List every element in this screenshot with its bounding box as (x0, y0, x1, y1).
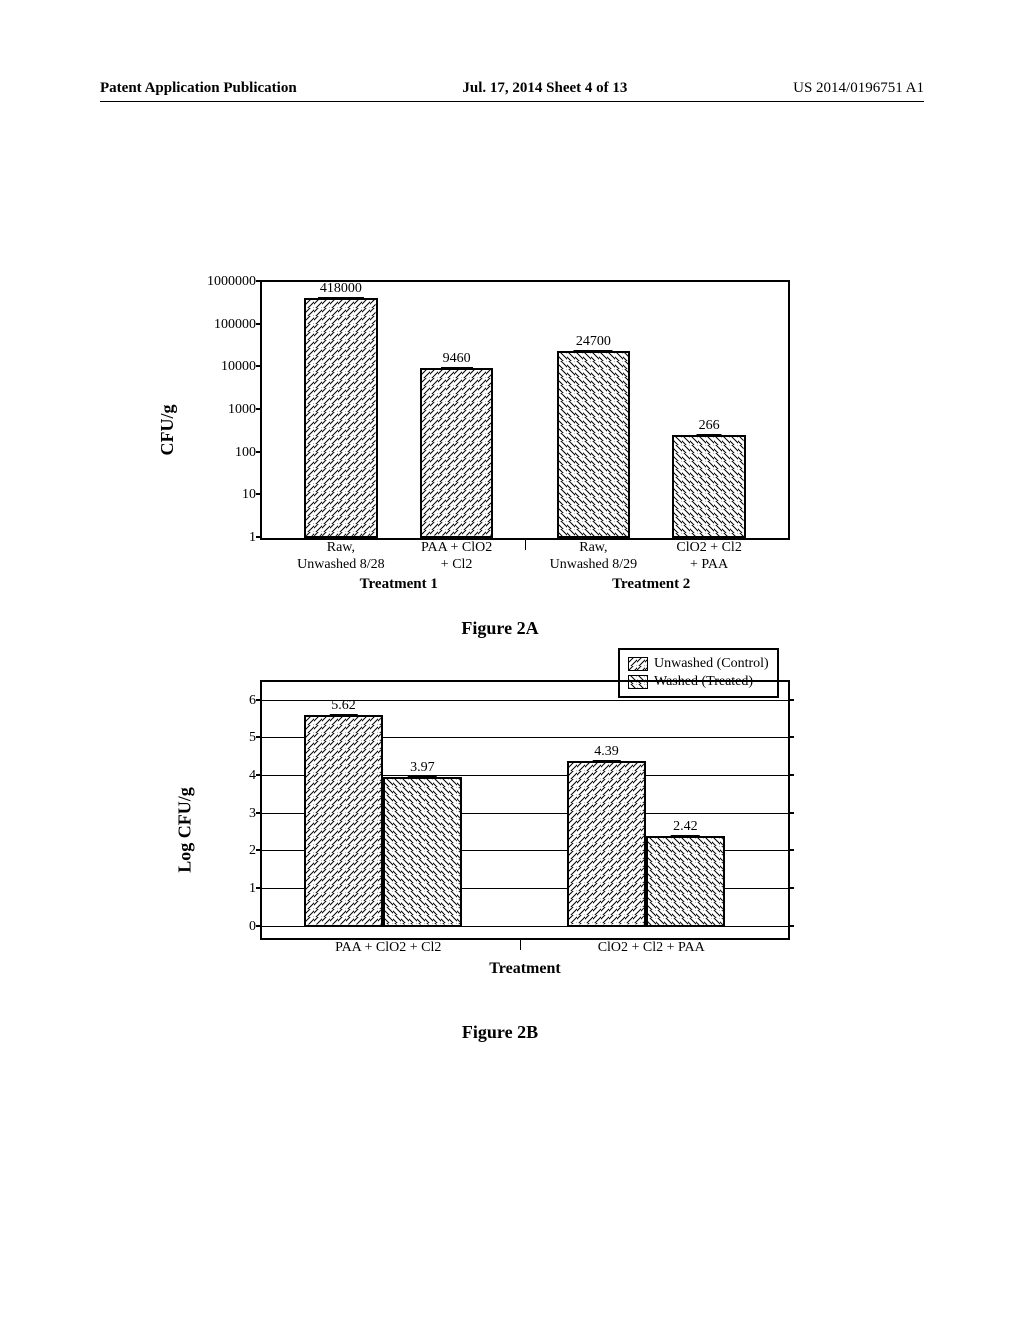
chartB-ytick-mark-right (788, 699, 794, 701)
chartB-bar: 4.39 (567, 761, 646, 926)
chartB-ylabel: Log CFU/g (174, 787, 195, 873)
chartA-group-label: Treatment 1 (283, 576, 514, 593)
chartB-ytick-label: 5 (249, 730, 256, 746)
chartB-bar: 2.42 (646, 836, 725, 927)
chartB-xcat: ClO2 + Cl2 + PAA (546, 938, 756, 957)
chartB-ytick-mark-right (788, 812, 794, 814)
chartA-ytick-mark (256, 451, 262, 453)
chartB-ytick-label: 4 (249, 768, 256, 784)
chartB-ytick-mark (256, 736, 262, 738)
chartB-bar-value: 5.62 (329, 698, 358, 715)
figure-2b: Log CFU/g 01234565.623.974.392.42PAA + C… (210, 680, 790, 980)
chartA-bar-value: 266 (697, 418, 722, 435)
chartB-bar-value: 4.39 (592, 744, 621, 761)
chartA-ytick-mark (256, 536, 262, 538)
chartA-ytick-label: 1000 (228, 402, 256, 418)
chartA-bar-value: 9460 (441, 351, 473, 368)
chartB-bar-value: 3.97 (408, 760, 437, 777)
header-right: US 2014/0196751 A1 (793, 80, 924, 97)
chartA-bar: 9460 (420, 368, 494, 538)
chartB-group-sep (520, 938, 521, 950)
legend-swatch (628, 657, 648, 671)
chartA-plot: 1101001000100001000001000000418000Raw,Un… (260, 280, 790, 540)
chartB-ytick-label: 6 (249, 693, 256, 709)
chartB-bar: 3.97 (383, 777, 462, 926)
chartA-bar: 266 (672, 435, 746, 538)
chartB-plot: 01234565.623.974.392.42PAA + ClO2 + Cl2C… (260, 680, 790, 940)
chartA-ytick-mark (256, 493, 262, 495)
chartB-ytick-mark (256, 812, 262, 814)
chartA-ytick-mark (256, 408, 262, 410)
chartA-bar: 418000 (304, 298, 378, 538)
chartA-xcat: Raw,Unwashed 8/28 (283, 538, 399, 574)
chartA-xcat: ClO2 + Cl2+ PAA (651, 538, 767, 574)
legend-label: Unwashed (Control) (654, 656, 769, 672)
chartA-ytick-label: 100 (235, 445, 256, 461)
chartA-ytick-mark (256, 280, 262, 282)
chartA-group-label: Treatment 2 (536, 576, 767, 593)
header-left: Patent Application Publication (100, 80, 297, 97)
chartB-ytick-label: 2 (249, 843, 256, 859)
chartA-ytick-label: 1000000 (207, 274, 256, 290)
page-header: Patent Application Publication Jul. 17, … (100, 80, 924, 102)
header-mid: Jul. 17, 2014 Sheet 4 of 13 (462, 80, 627, 97)
chartB-xcat: PAA + ClO2 + Cl2 (283, 938, 493, 957)
chartB-ytick-mark (256, 887, 262, 889)
chartB-ytick-mark (256, 925, 262, 927)
chartA-bar: 24700 (557, 351, 631, 538)
chartA-ylabel: CFU/g (157, 405, 178, 456)
chartB-ytick-mark-right (788, 774, 794, 776)
chartB-ytick-label: 1 (249, 881, 256, 897)
chartB-bar-value: 2.42 (671, 819, 700, 836)
chartB-ytick-mark-right (788, 849, 794, 851)
chartB-ytick-mark-right (788, 887, 794, 889)
chartA-ytick-mark (256, 365, 262, 367)
chartB-ytick-mark-right (788, 925, 794, 927)
chartA-xcat: Raw,Unwashed 8/29 (536, 538, 652, 574)
chartA-ytick-label: 10000 (221, 359, 256, 375)
chartA-group-sep (525, 538, 526, 550)
chartB-ytick-mark-right (788, 736, 794, 738)
chartA-xcat: PAA + ClO2+ Cl2 (399, 538, 515, 574)
chartA-bar-value: 418000 (318, 281, 364, 298)
chartB-ytick-mark (256, 774, 262, 776)
chartA-ytick-mark (256, 323, 262, 325)
chartA-ytick-label: 10 (242, 487, 256, 503)
page: Patent Application Publication Jul. 17, … (0, 0, 1024, 1320)
chartA-ytick-label: 1 (249, 530, 256, 546)
chartB-ytick-mark (256, 849, 262, 851)
chartB-xaxis-label: Treatment (262, 960, 788, 978)
chartA-bar-value: 24700 (574, 334, 613, 351)
chartB-bar: 5.62 (304, 715, 383, 927)
legend-row: Unwashed (Control) (628, 656, 769, 672)
figure-2b-caption: Figure 2B (210, 1022, 790, 1043)
chartA-ytick-label: 100000 (214, 317, 256, 333)
chartB-ytick-mark (256, 699, 262, 701)
figure-2a: CFU/g 1101001000100001000001000000418000… (210, 280, 790, 580)
chartB-ytick-label: 3 (249, 806, 256, 822)
figure-2a-caption: Figure 2A (210, 618, 790, 639)
chartB-ytick-label: 0 (249, 919, 256, 935)
